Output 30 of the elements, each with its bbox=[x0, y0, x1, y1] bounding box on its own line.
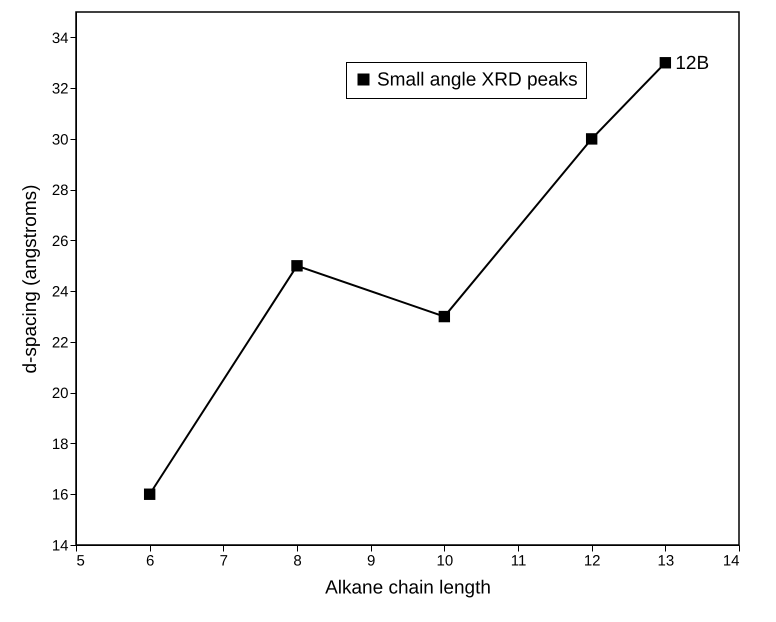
x-tick-label: 9 bbox=[366, 552, 376, 570]
x-tick-label: 14 bbox=[722, 552, 740, 570]
y-tick-label: 18 bbox=[52, 436, 68, 453]
x-tick-label: 12 bbox=[584, 552, 601, 570]
y-tick-label: 30 bbox=[52, 131, 68, 148]
x-tick-label: 11 bbox=[510, 552, 526, 570]
point bbox=[144, 488, 156, 500]
x-tick-label: 8 bbox=[293, 552, 302, 570]
y-tick-label: 34 bbox=[52, 30, 68, 47]
legend-label: Small angle XRD peaks bbox=[377, 70, 578, 90]
x-axis-title: Alkane chain length bbox=[325, 578, 491, 598]
x-tick-label: 7 bbox=[220, 552, 228, 570]
x-tick-label: 5 bbox=[76, 552, 85, 570]
x-tick-label: 13 bbox=[657, 552, 674, 570]
annotation: 12B bbox=[675, 52, 710, 74]
y-tick-label: 28 bbox=[52, 182, 68, 200]
y-tick-label: 14 bbox=[52, 538, 68, 554]
y-tick-label: 26 bbox=[52, 232, 68, 250]
y-tick-label: 20 bbox=[52, 385, 68, 402]
y-tick-label: 24 bbox=[52, 284, 68, 301]
x-tick-label: 6 bbox=[146, 552, 154, 570]
y-tick-label: 22 bbox=[52, 334, 68, 352]
point bbox=[438, 310, 450, 322]
y-tick-label: 32 bbox=[52, 80, 68, 98]
y-axis-title: d-spacing (angstroms) bbox=[20, 184, 41, 374]
point bbox=[291, 260, 303, 272]
point bbox=[586, 133, 598, 145]
x-tick-label: 10 bbox=[436, 552, 454, 570]
y-tick-label: 16 bbox=[52, 486, 68, 504]
point bbox=[660, 57, 672, 68]
